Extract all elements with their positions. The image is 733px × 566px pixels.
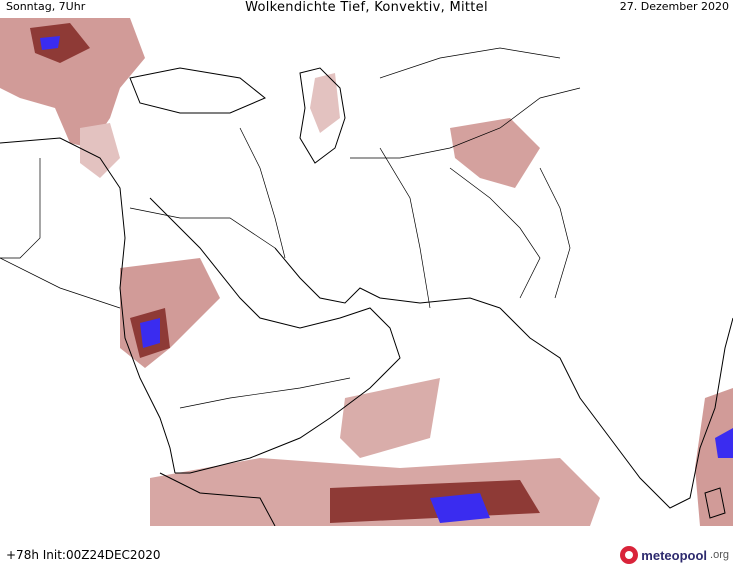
- cloud-intense-southeast: [715, 428, 733, 458]
- border-pakistan-india: [539, 167, 571, 299]
- border-egypt-libya: [0, 158, 41, 259]
- coastline-somalia: [159, 472, 276, 526]
- forecast-day-label: Sonntag, 7Uhr: [6, 0, 86, 13]
- coastline-black-sea: [129, 67, 266, 114]
- border-egypt-sudan: [0, 257, 121, 309]
- forecast-date-label: 27. Dezember 2020: [619, 0, 729, 13]
- meteopool-logo-icon: [620, 546, 639, 564]
- cloud-area-arabian-sea: [340, 378, 440, 458]
- border-saudi-north: [129, 207, 276, 249]
- cloud-intense-northwest: [40, 36, 60, 50]
- cloud-density-map: [0, 18, 733, 526]
- cloud-area-caspian: [310, 73, 340, 133]
- cloud-area-southeast: [695, 388, 733, 526]
- coastline-india-west: [499, 307, 733, 509]
- coastline-persian-gulf: [274, 247, 501, 309]
- brand-logo[interactable]: meteopool .org: [620, 546, 729, 564]
- model-run-info: +78h Init:00Z24DEC2020: [6, 548, 161, 562]
- coastline-caspian: [299, 67, 346, 164]
- cloud-core-northwest: [30, 23, 90, 63]
- brand-name: meteopool: [641, 547, 708, 563]
- map-title: Wolkendichte Tief, Konvektiv, Mittel: [245, 0, 488, 15]
- border-saudi-south: [179, 377, 351, 409]
- cloud-layer: [0, 18, 733, 526]
- cloud-area-hindukush: [450, 118, 540, 188]
- border-afghanistan-pakistan: [449, 167, 541, 299]
- cloud-intense-south: [430, 493, 490, 523]
- country-borders: [0, 47, 581, 409]
- border-kazakh: [379, 47, 561, 79]
- border-iran-afghanistan: [379, 147, 431, 309]
- coastline-sri-lanka: [704, 487, 726, 519]
- coastline-levant-redsea: [0, 137, 176, 474]
- brand-tld: .org: [710, 549, 729, 561]
- border-central-asia: [350, 87, 581, 159]
- coastline-arabia-west: [149, 197, 401, 474]
- cloud-area-levant: [80, 123, 120, 178]
- cloud-intense-redsea: [140, 318, 160, 348]
- cloud-area-redsea: [120, 258, 220, 368]
- border-iran-iraq: [239, 127, 286, 259]
- coastlines: [0, 67, 733, 526]
